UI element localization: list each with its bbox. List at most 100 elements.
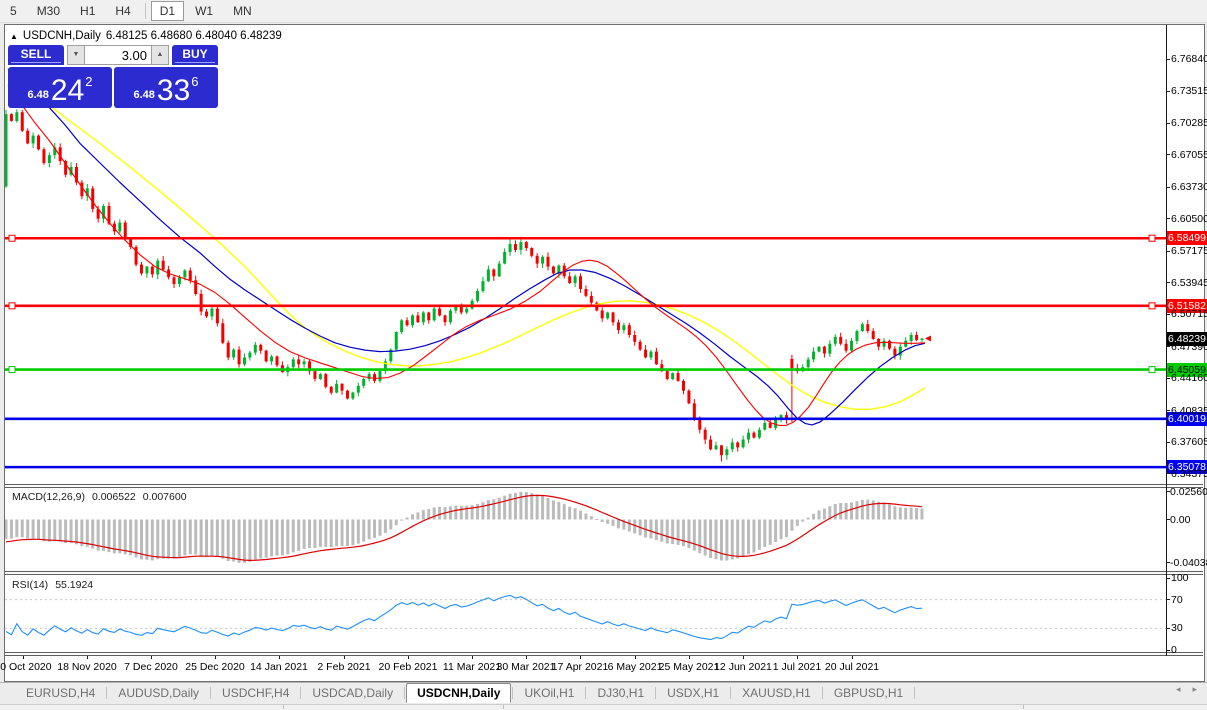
collapse-icon[interactable]: ▲ <box>10 31 18 41</box>
volume-input[interactable]: 3.00 <box>85 45 151 65</box>
macd-histogram-bar <box>768 519 772 545</box>
macd-histogram-bar <box>757 519 761 550</box>
timeframe-button-5[interactable]: 5 <box>10 4 17 18</box>
macd-histogram-bar <box>286 519 290 555</box>
tab-audusd-daily[interactable]: AUDUSD,Daily <box>118 686 200 700</box>
candle-body <box>898 346 902 356</box>
macd-histogram-bar <box>215 519 219 557</box>
candle-body <box>389 349 393 362</box>
candle-body <box>248 352 252 358</box>
macd-histogram-bar <box>833 504 837 520</box>
macd-histogram-bar <box>140 519 143 560</box>
tab-usdchf-h4[interactable]: USDCHF,H4 <box>222 686 290 700</box>
candle-body <box>698 418 702 430</box>
macd-histogram-bar <box>551 500 555 520</box>
macd-histogram-bar <box>37 519 41 540</box>
timeframe-button-d1[interactable]: D1 <box>150 1 185 21</box>
candle-body <box>654 351 658 365</box>
line-drag-handle[interactable] <box>8 302 16 310</box>
sell-button[interactable]: SELL <box>8 45 64 65</box>
macd-histogram-bar <box>535 494 539 520</box>
macd-histogram-bar <box>524 492 528 520</box>
tab-usdx-h1[interactable]: USDX,H1 <box>667 686 720 700</box>
macd-histogram-bar <box>275 519 279 556</box>
panel-divider[interactable] <box>5 652 1203 656</box>
candle-body <box>80 182 84 197</box>
tab-gbpusd-h1[interactable]: GBPUSD,H1 <box>833 686 904 700</box>
macd-histogram-bar <box>134 519 138 558</box>
candle-body <box>5 114 8 187</box>
macd-histogram-bar <box>26 519 30 539</box>
macd-histogram-bar <box>335 519 339 547</box>
line-drag-handle[interactable] <box>1148 366 1156 374</box>
candle-body <box>150 266 154 275</box>
date-axis-tickmark <box>580 656 581 659</box>
tab-usdcnh-daily[interactable]: USDCNH,Daily <box>406 683 512 703</box>
candle-body <box>909 335 913 341</box>
panel-divider[interactable] <box>5 484 1203 488</box>
date-axis-label: 25 Dec 2020 <box>185 661 245 673</box>
candle-body <box>335 383 339 393</box>
macd-histogram-bar <box>362 519 366 542</box>
candle-body <box>351 392 355 399</box>
macd-histogram-bar <box>42 519 46 542</box>
date-axis-tickmark <box>797 656 798 659</box>
macd-histogram-bar <box>654 519 658 541</box>
tab-scroll-left-icon[interactable]: ◂ <box>1175 684 1181 694</box>
candle-body <box>790 358 794 369</box>
macd-histogram-bar <box>64 519 68 543</box>
macd-name: MACD(12,26,9) <box>12 491 85 503</box>
macd-histogram-bar <box>709 519 713 558</box>
rsi-axis-tickmark <box>1166 627 1170 629</box>
candle-body <box>747 432 751 440</box>
candle-body <box>763 422 767 430</box>
macd-histogram-bar <box>280 519 284 556</box>
macd-axis-label: 0.025609 <box>1170 485 1207 498</box>
tab-eurusd-h4[interactable]: EURUSD,H4 <box>26 686 96 700</box>
volume-decrease-button[interactable]: ▼ <box>67 45 85 65</box>
candle-body <box>714 445 718 450</box>
sell-price-display[interactable]: 6.48 24 2 <box>8 67 112 108</box>
candle-body <box>606 312 610 319</box>
line-drag-handle[interactable] <box>1148 234 1156 242</box>
price-axis-label: 6.53945 <box>1171 276 1207 289</box>
panel-divider[interactable] <box>5 571 1203 575</box>
macd-histogram-bar <box>822 508 826 520</box>
buy-button[interactable]: BUY <box>172 45 218 65</box>
tab-xauusd-h1[interactable]: XAUUSD,H1 <box>742 686 811 700</box>
candle-body <box>443 315 447 323</box>
timeframe-button-h1[interactable]: H1 <box>80 4 96 18</box>
line-drag-handle[interactable] <box>8 366 16 374</box>
macd-indicator-canvas[interactable] <box>5 488 1166 570</box>
tab-ukoil-h1[interactable]: UKOil,H1 <box>524 686 575 700</box>
tab-dj30-h1[interactable]: DJ30,H1 <box>597 686 645 700</box>
line-drag-handle[interactable] <box>1148 302 1156 310</box>
macd-histogram-bar <box>687 519 691 548</box>
volume-increase-button[interactable]: ▲ <box>151 45 169 65</box>
macd-axis-tickmark <box>1166 562 1170 564</box>
tab-scroll-right-icon[interactable]: ▸ <box>1192 684 1197 694</box>
tab-usdcad-daily[interactable]: USDCAD,Daily <box>312 686 394 700</box>
main-chart-canvas[interactable] <box>5 27 1166 483</box>
timeframe-button-mn[interactable]: MN <box>233 4 252 18</box>
buy-price-display[interactable]: 6.48 33 6 <box>114 67 218 108</box>
macd-histogram-bar <box>199 519 203 556</box>
timeframe-button-m30[interactable]: M30 <box>36 4 61 18</box>
price-axis-label: 6.70285 <box>1171 117 1207 130</box>
candle-body <box>102 206 106 219</box>
rsi-axis-label: 30 <box>1171 622 1183 635</box>
status-bar-separator <box>283 705 284 709</box>
candle-body <box>757 429 761 438</box>
line-drag-handle[interactable] <box>8 234 16 242</box>
candle-body <box>275 356 279 366</box>
candle-body <box>492 269 496 277</box>
rsi-indicator-canvas[interactable] <box>5 575 1166 652</box>
timeframe-button-w1[interactable]: W1 <box>195 4 214 18</box>
macd-histogram-bar <box>774 519 778 542</box>
candle-body <box>9 114 13 121</box>
candle-body <box>329 386 333 393</box>
timeframe-button-h4[interactable]: H4 <box>115 4 131 18</box>
candle-body <box>91 188 95 209</box>
macd-histogram-bar <box>860 499 864 520</box>
candle-body <box>134 247 138 265</box>
